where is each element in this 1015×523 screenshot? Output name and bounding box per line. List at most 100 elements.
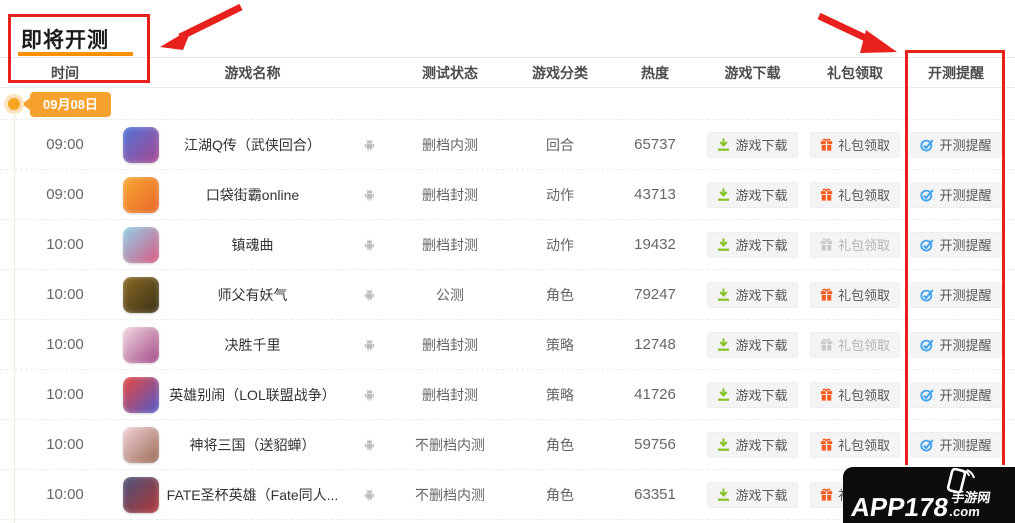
gift-button[interactable]: 礼包领取 [809, 131, 900, 158]
remind-button[interactable]: 开测提醒 [910, 181, 1002, 208]
arrow-to-title-icon [160, 3, 243, 50]
download-button[interactable]: 游戏下载 [707, 181, 798, 208]
remind-button[interactable]: 开测提醒 [910, 381, 1002, 408]
remind-button[interactable]: 开测提醒 [910, 231, 1002, 258]
row-game-cell: 口袋街霸online [115, 176, 390, 213]
row-category-link[interactable]: 策略 [546, 336, 574, 353]
row-time: 10:00 [46, 486, 84, 503]
remind-button[interactable]: 开测提醒 [910, 431, 1002, 458]
gift-button[interactable]: 礼包领取 [809, 281, 900, 308]
download-icon [718, 488, 730, 501]
row-category-link[interactable]: 角色 [546, 486, 574, 503]
gift-icon [820, 138, 833, 151]
game-icon[interactable] [123, 126, 159, 163]
game-icon[interactable] [123, 276, 159, 313]
table-row: 10:00 神将三国（送貂蝉） 不删档内测 角色 59756 [0, 420, 1015, 470]
row-time: 10:00 [46, 336, 84, 353]
row-category-link[interactable]: 动作 [546, 236, 574, 253]
row-category-link[interactable]: 策略 [546, 386, 574, 403]
gift-icon [820, 438, 833, 451]
remind-check-icon [920, 388, 935, 401]
header-category: 游戏分类 [532, 64, 588, 81]
row-game-cell: 神将三国（送貂蝉） [115, 426, 390, 463]
gift-button[interactable]: 礼包领取 [809, 331, 900, 358]
row-heat: 63351 [634, 486, 676, 503]
row-heat: 79247 [634, 286, 676, 303]
watermark-brand: APP178 [849, 491, 951, 522]
phone-icon [946, 468, 975, 494]
date-group-row: 09月08日 [0, 88, 1015, 120]
download-button[interactable]: 游戏下载 [707, 331, 798, 358]
game-icon[interactable] [123, 176, 159, 213]
remind-check-icon [920, 288, 935, 301]
gift-icon [820, 388, 833, 401]
remind-check-icon [920, 238, 935, 251]
download-button[interactable]: 游戏下载 [707, 481, 798, 508]
row-game-cell: 师父有妖气 [115, 276, 390, 313]
row-time: 09:00 [46, 186, 84, 203]
row-status: 不删档内测 [415, 436, 485, 453]
download-icon [718, 288, 730, 301]
gift-button[interactable]: 礼包领取 [809, 231, 900, 258]
game-name-link[interactable]: 决胜千里 [224, 336, 281, 353]
download-button[interactable]: 游戏下载 [707, 131, 798, 158]
row-time: 09:00 [46, 136, 84, 153]
table-row: 09:00 口袋街霸online 删档封测 动作 43713 [0, 170, 1015, 220]
header-gift: 礼包领取 [827, 64, 883, 81]
gift-icon [820, 338, 833, 351]
remind-button[interactable]: 开测提醒 [910, 131, 1002, 158]
row-heat: 43713 [634, 186, 676, 203]
download-button[interactable]: 游戏下载 [707, 281, 798, 308]
game-name-link[interactable]: FATE圣杯英雄（Fate同人... [166, 486, 339, 503]
row-category-link[interactable]: 动作 [546, 186, 574, 203]
game-icon[interactable] [123, 426, 159, 463]
download-icon [718, 138, 730, 151]
table-row: 10:00 决胜千里 删档封测 策略 12748 [0, 320, 1015, 370]
row-status: 删档封测 [422, 186, 478, 203]
header-remind: 开测提醒 [928, 64, 984, 81]
game-name-link[interactable]: 江湖Q传（武侠回合） [184, 136, 321, 153]
row-status: 删档封测 [422, 236, 478, 253]
download-button[interactable]: 游戏下载 [707, 231, 798, 258]
row-category-link[interactable]: 角色 [546, 286, 574, 303]
download-icon [718, 188, 730, 201]
header-name: 游戏名称 [224, 64, 281, 81]
game-name-link[interactable]: 英雄别闹（LOL联盟战争） [169, 386, 336, 403]
game-name-link[interactable]: 镇魂曲 [231, 236, 274, 253]
row-status: 公测 [436, 286, 464, 303]
download-icon [718, 238, 730, 251]
row-heat: 65737 [634, 136, 676, 153]
download-button[interactable]: 游戏下载 [707, 431, 798, 458]
remind-button[interactable]: 开测提醒 [910, 281, 1002, 308]
game-icon[interactable] [123, 376, 159, 413]
android-icon [363, 188, 376, 201]
game-icon[interactable] [123, 226, 159, 263]
row-status: 删档封测 [422, 386, 478, 403]
android-icon [363, 238, 376, 251]
page-title: 即将开测 [21, 29, 109, 52]
row-category-link[interactable]: 角色 [546, 436, 574, 453]
title-underline [18, 52, 133, 56]
watermark-domain: .com [948, 504, 981, 520]
game-name-link[interactable]: 口袋街霸online [205, 186, 300, 203]
table-row: 10:00 英雄别闹（LOL联盟战争） 删档封测 策略 41726 [0, 370, 1015, 420]
header-time: 时间 [51, 64, 79, 81]
gift-button[interactable]: 礼包领取 [809, 181, 900, 208]
row-heat: 41726 [634, 386, 676, 403]
row-heat: 59756 [634, 436, 676, 453]
game-icon[interactable] [123, 326, 159, 363]
android-icon [363, 488, 376, 501]
remind-button[interactable]: 开测提醒 [910, 331, 1002, 358]
table-row: 10:00 师父有妖气 公测 角色 79247 [0, 270, 1015, 320]
row-category-link[interactable]: 回合 [546, 136, 574, 153]
download-button[interactable]: 游戏下载 [707, 381, 798, 408]
row-game-cell: 江湖Q传（武侠回合） [115, 126, 390, 163]
game-name-link[interactable]: 师父有妖气 [217, 286, 288, 303]
gift-button[interactable]: 礼包领取 [809, 381, 900, 408]
gift-icon [820, 288, 833, 301]
game-icon[interactable] [123, 476, 159, 513]
gift-button[interactable]: 礼包领取 [809, 431, 900, 458]
game-name-link[interactable]: 神将三国（送貂蝉） [189, 436, 316, 453]
row-time: 10:00 [46, 236, 84, 253]
header-status: 测试状态 [422, 64, 478, 81]
